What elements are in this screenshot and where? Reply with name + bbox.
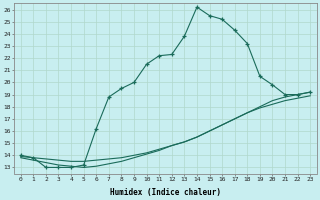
X-axis label: Humidex (Indice chaleur): Humidex (Indice chaleur) (110, 188, 221, 197)
